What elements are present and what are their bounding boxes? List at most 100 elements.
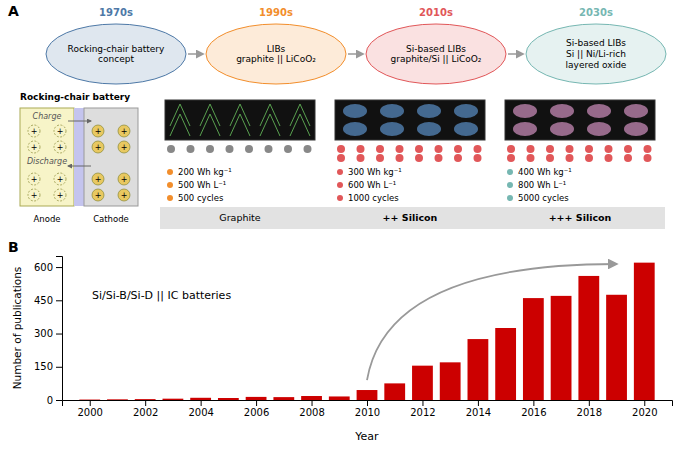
decade-description-line: Si-based LIBs <box>406 43 466 53</box>
ion-sign: + <box>121 143 128 152</box>
y-tick-mark <box>56 300 62 301</box>
x-tick: 2016 <box>521 400 546 418</box>
bar <box>384 383 405 400</box>
decade-description-line: graphite/Si || LiCoO₂ <box>391 54 482 64</box>
silicon-grain <box>454 104 478 118</box>
y-tick: 300 <box>34 328 62 339</box>
bar <box>190 398 211 400</box>
bar <box>440 362 461 400</box>
bar <box>329 396 350 400</box>
micrograph <box>335 100 485 140</box>
ion-sign: + <box>95 191 102 200</box>
ion-sign: + <box>31 143 38 152</box>
x-tick: 2018 <box>577 400 602 418</box>
particle <box>624 145 632 153</box>
decade-description: Rocking-chair batteryconcept <box>68 43 165 64</box>
decade-label: 1970s <box>99 7 133 18</box>
bar <box>578 276 599 400</box>
ion <box>92 189 104 201</box>
ion-sign: + <box>57 191 64 200</box>
bar <box>357 390 378 400</box>
particle <box>265 145 273 153</box>
trend-arrow <box>367 264 617 380</box>
x-tick: 2004 <box>188 400 213 418</box>
decade-ellipse <box>366 24 506 84</box>
metric-dot <box>167 182 173 188</box>
metric-dot <box>507 182 513 188</box>
x-tick-mark <box>533 400 534 406</box>
x-tick-label: 2014 <box>466 407 491 418</box>
decade-ellipse <box>46 24 186 84</box>
x-axis: 2000200220042006200820102012201420162018… <box>63 400 673 418</box>
ion <box>118 125 130 137</box>
graphite-grain <box>170 114 190 136</box>
metric-label: 800 Wh L⁻¹ <box>518 180 566 190</box>
ion <box>118 173 130 185</box>
x-tick-mark <box>589 400 590 406</box>
x-tick-label: 2012 <box>410 407 435 418</box>
silicon-grain <box>587 104 611 118</box>
particle <box>605 154 613 162</box>
ion-sign: + <box>31 191 38 200</box>
silicon-grain <box>550 122 574 136</box>
ion <box>28 125 40 137</box>
particle <box>245 145 253 153</box>
metric-label: 5000 cycles <box>518 193 569 203</box>
panel-a: A1970sRocking-chair batteryconcept1990sL… <box>8 3 666 229</box>
particle <box>337 154 345 162</box>
silicon-grain <box>513 122 537 136</box>
x-tick: 2010 <box>355 400 380 418</box>
bar <box>301 396 322 400</box>
bar <box>606 295 627 400</box>
decade-description-line: Si-based LIBs <box>566 38 626 48</box>
particle <box>454 145 462 153</box>
silicon-grain <box>343 104 367 118</box>
decade-label: 2010s <box>419 7 453 18</box>
metric-dot <box>507 169 513 175</box>
ion-sign: + <box>57 175 64 184</box>
metric-label: 500 Wh L⁻¹ <box>178 180 226 190</box>
y-tick-label: 150 <box>34 361 53 372</box>
y-axis: 0150300450600 <box>34 257 63 406</box>
x-tick: 2014 <box>466 400 491 418</box>
decade-label: 1990s <box>259 7 293 18</box>
metric-label: 600 Wh L⁻¹ <box>348 180 396 190</box>
ion <box>118 141 130 153</box>
bar <box>163 399 184 400</box>
particle <box>546 154 554 162</box>
y-tick: 450 <box>34 295 62 306</box>
bar <box>523 298 544 400</box>
decade-description: LIBsgraphite || LiCoO₂ <box>236 43 316 64</box>
particle <box>435 154 443 162</box>
particle <box>167 145 175 153</box>
particle <box>644 145 652 153</box>
x-axis-title: Year <box>354 430 379 443</box>
ion-sign: + <box>57 143 64 152</box>
y-tick: 150 <box>34 361 62 372</box>
cathode <box>84 108 138 206</box>
particle <box>284 145 292 153</box>
x-tick: 2008 <box>299 400 324 418</box>
y-tick: 0 <box>47 395 62 406</box>
x-tick-mark <box>312 400 313 406</box>
x-tick-label: 2002 <box>133 407 158 418</box>
ion-sign: + <box>95 143 102 152</box>
anode <box>20 108 74 206</box>
particle <box>357 154 365 162</box>
decade-description-line: concept <box>98 54 134 64</box>
ion-sign: + <box>121 191 128 200</box>
particle <box>304 145 312 153</box>
particle <box>396 154 404 162</box>
metric-dot <box>337 195 343 201</box>
y-axis-line <box>56 257 63 401</box>
x-axis-line <box>63 401 673 407</box>
x-tick-mark <box>644 400 645 406</box>
particle <box>507 154 515 162</box>
ion <box>92 125 104 137</box>
figure: A1970sRocking-chair batteryconcept1990sL… <box>0 0 685 459</box>
metric-dot <box>167 169 173 175</box>
y-tick-label: 0 <box>47 395 53 406</box>
x-tick: 2012 <box>410 400 435 418</box>
x-tick: 2000 <box>78 400 103 418</box>
ion-sign: + <box>121 127 128 136</box>
